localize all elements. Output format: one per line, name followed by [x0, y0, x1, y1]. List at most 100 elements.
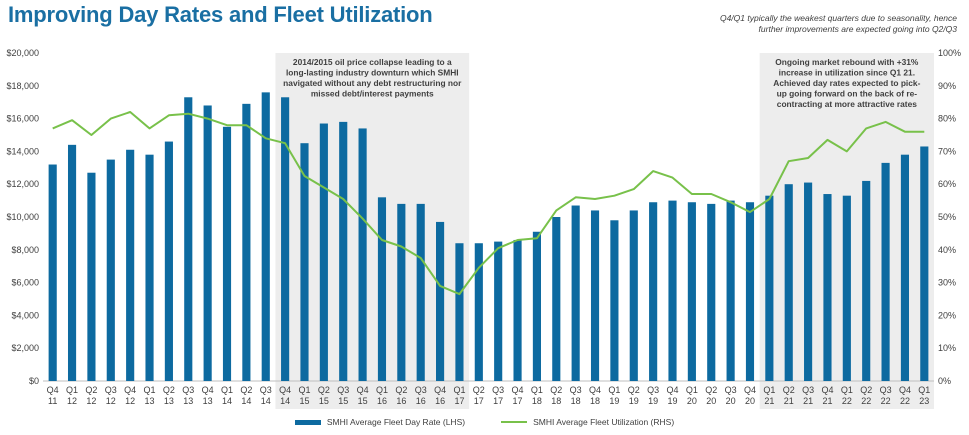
- x-tick-label-year: 15: [358, 396, 368, 406]
- x-tick-label-year: 21: [822, 396, 832, 406]
- y-left-tick-label: $2,000: [11, 343, 39, 353]
- x-tick-label-year: 21: [784, 396, 794, 406]
- x-tick-label-year: 14: [280, 396, 290, 406]
- x-tick-label-quarter: Q4: [667, 385, 679, 395]
- legend-bar-swatch: [294, 419, 321, 425]
- x-tick-label-quarter: Q4: [202, 385, 214, 395]
- x-tick-label-quarter: Q4: [589, 385, 601, 395]
- x-tick-label-quarter: Q4: [512, 385, 524, 395]
- x-tick-label-year: 17: [513, 396, 523, 406]
- bar-day-rate: [319, 123, 328, 382]
- x-tick-label-quarter: Q1: [763, 385, 775, 395]
- shaded-period-2-text-line: Ongoing market rebound with +31%: [775, 57, 919, 67]
- shaded-period-1-text-line: 2014/2015 oil price collapse leading to …: [293, 57, 452, 67]
- x-tick-label-quarter: Q2: [783, 385, 795, 395]
- x-tick-label-year: 22: [900, 396, 910, 406]
- x-tick-label-year: 20: [745, 396, 755, 406]
- bar-day-rate: [300, 143, 309, 381]
- x-tick-label-year: 13: [145, 396, 155, 406]
- x-tick-label-year: 13: [164, 396, 174, 406]
- x-tick-label-quarter: Q4: [357, 385, 369, 395]
- bar-day-rate: [571, 205, 580, 381]
- bar-day-rate: [48, 164, 57, 381]
- x-tick-label-quarter: Q2: [163, 385, 175, 395]
- x-tick-label-year: 20: [726, 396, 736, 406]
- x-tick-label-year: 12: [125, 396, 135, 406]
- bar-day-rate: [745, 202, 755, 381]
- x-tick-label-year: 19: [609, 396, 619, 406]
- bar-day-rate: [823, 194, 832, 381]
- x-tick-label-quarter: Q3: [802, 385, 814, 395]
- x-tick-label-year: 17: [474, 396, 484, 406]
- shaded-period-1-text-line: long-lasting industry downturn which SMH…: [286, 68, 459, 78]
- bar-day-rate: [416, 203, 425, 381]
- bar-day-rate: [687, 202, 696, 381]
- x-tick-label-quarter: Q1: [298, 385, 310, 395]
- shaded-period-2-text-line: contracting at more attractive rates: [777, 99, 917, 109]
- x-tick-label-quarter: Q3: [415, 385, 427, 395]
- x-tick-label-year: 18: [590, 396, 600, 406]
- bar-day-rate: [532, 231, 541, 381]
- bar-day-rate: [106, 159, 115, 381]
- y-right-tick-label: 10%: [938, 343, 956, 353]
- x-tick-label-year: 19: [668, 396, 678, 406]
- x-tick-label-year: 16: [377, 396, 387, 406]
- bar-day-rate: [804, 182, 813, 381]
- x-tick-label-year: 18: [551, 396, 561, 406]
- x-tick-label-quarter: Q4: [434, 385, 446, 395]
- x-tick-label-year: 16: [435, 396, 445, 406]
- y-right-tick-label: 60%: [938, 179, 956, 189]
- y-left-tick-label: $0: [29, 376, 39, 386]
- legend: SMHI Average Fleet Day Rate (LHS) SMHI A…: [0, 417, 969, 427]
- x-tick-label-year: 19: [629, 396, 639, 406]
- x-tick-label-year: 14: [222, 396, 232, 406]
- y-right-tick-label: 20%: [938, 310, 956, 320]
- x-tick-label-quarter: Q2: [550, 385, 562, 395]
- x-tick-label-quarter: Q4: [821, 385, 833, 395]
- x-tick-label-quarter: Q4: [279, 385, 291, 395]
- y-left-tick-label: $12,000: [6, 179, 39, 189]
- legend-item-utilization: SMHI Average Fleet Utilization (RHS): [501, 417, 674, 427]
- bar-day-rate: [281, 97, 290, 381]
- x-tick-label-quarter: Q2: [628, 385, 640, 395]
- x-tick-label-quarter: Q2: [395, 385, 407, 395]
- x-tick-label-year: 14: [241, 396, 251, 406]
- y-right-tick-label: 90%: [938, 81, 956, 91]
- seasonality-note: Q4/Q1 typically the weakest quarters due…: [719, 13, 957, 34]
- x-tick-label-year: 14: [261, 396, 271, 406]
- x-tick-label-quarter: Q2: [705, 385, 717, 395]
- x-tick-label-year: 11: [48, 396, 57, 406]
- bar-day-rate: [765, 195, 774, 381]
- chart-title: Improving Day Rates and Fleet Utilizatio…: [8, 2, 433, 27]
- x-tick-label-quarter: Q1: [608, 385, 620, 395]
- x-tick-label-year: 12: [67, 396, 77, 406]
- bar-day-rate: [145, 154, 154, 381]
- y-left-tick-label: $16,000: [6, 114, 39, 124]
- x-tick-label-quarter: Q1: [144, 385, 156, 395]
- x-tick-label-year: 16: [416, 396, 426, 406]
- shaded-period-2-text-line: up going forward on the back of re-: [777, 89, 918, 99]
- bar-day-rate: [784, 184, 793, 381]
- x-tick-label-year: 22: [881, 396, 891, 406]
- bar-day-rate: [203, 105, 212, 381]
- y-left-tick-label: $20,000: [6, 48, 39, 58]
- x-tick-label-quarter: Q1: [531, 385, 543, 395]
- bar-day-rate: [377, 197, 387, 381]
- bar-day-rate: [242, 103, 251, 381]
- x-tick-label-year: 22: [861, 396, 871, 406]
- y-right-tick-label: 0%: [938, 376, 951, 386]
- y-left-tick-label: $6,000: [11, 278, 39, 288]
- x-tick-label-quarter: Q2: [860, 385, 872, 395]
- bar-day-rate: [261, 92, 270, 382]
- bar-day-rate: [900, 154, 910, 381]
- x-tick-label-year: 18: [532, 396, 542, 406]
- x-tick-label-quarter: Q2: [473, 385, 485, 395]
- y-right-tick-label: 30%: [938, 278, 956, 288]
- bar-day-rate: [726, 200, 735, 381]
- bar-day-rate: [590, 210, 600, 381]
- bar-day-rate: [67, 144, 77, 381]
- x-tick-label-quarter: Q3: [880, 385, 892, 395]
- x-tick-label-year: 23: [919, 396, 929, 406]
- x-tick-label-year: 19: [648, 396, 658, 406]
- y-right-tick-label: 50%: [938, 212, 956, 222]
